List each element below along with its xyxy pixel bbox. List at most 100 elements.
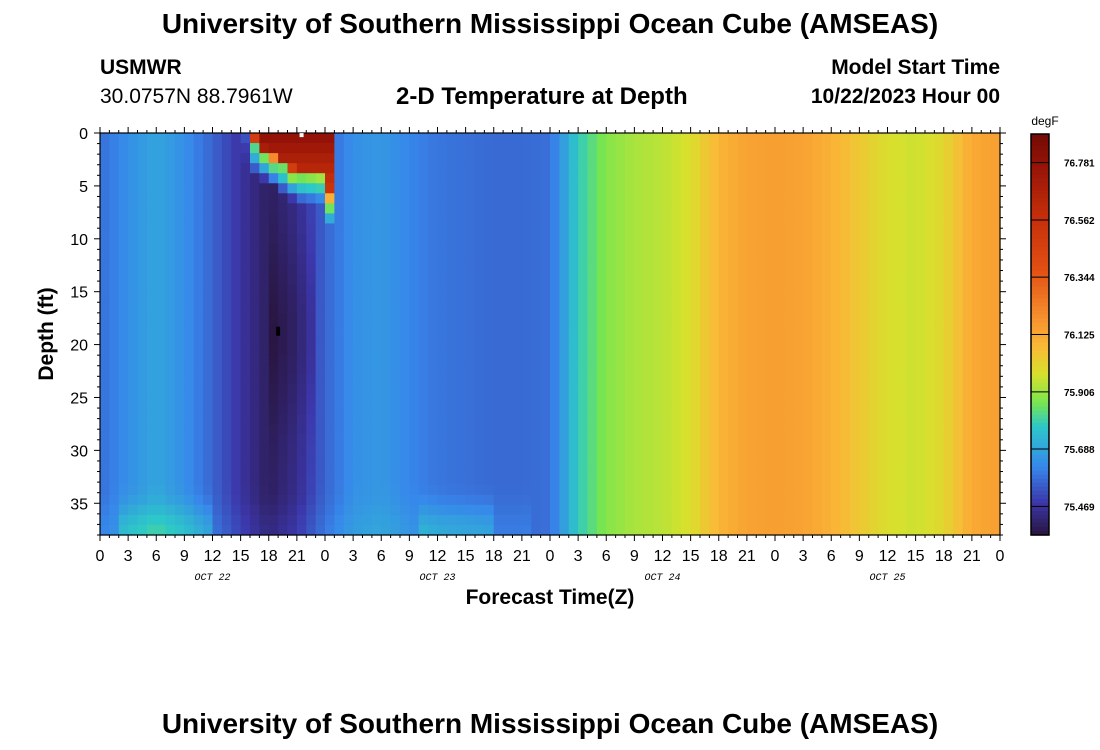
heatmap-cell [400, 344, 410, 355]
heatmap-cell [390, 454, 401, 466]
heatmap-cell [990, 183, 1001, 194]
heatmap-cell [268, 434, 279, 446]
heatmap-cell [128, 273, 139, 285]
heatmap-cell [596, 243, 607, 255]
heatmap-cell [681, 384, 692, 395]
heatmap-cell [653, 283, 664, 295]
heatmap-cell [803, 323, 814, 335]
heatmap-cell [812, 474, 823, 486]
heatmap-cell [259, 143, 270, 154]
heatmap-cell [634, 414, 645, 426]
heatmap-cell [540, 303, 551, 315]
heatmap-cell [981, 494, 992, 506]
heatmap-cell [203, 504, 214, 516]
heatmap-cell [746, 233, 757, 245]
heatmap-cell [578, 293, 589, 305]
heatmap-cell [428, 183, 439, 194]
heatmap-cell [765, 484, 776, 496]
heatmap-cell [831, 283, 842, 295]
heatmap-cell [700, 203, 710, 214]
heatmap-cell [146, 143, 157, 154]
heatmap-cell [943, 303, 954, 315]
heatmap-cell [971, 394, 982, 405]
heatmap-cell [521, 293, 532, 305]
heatmap-cell [700, 293, 710, 305]
heatmap-cell [559, 313, 570, 325]
colorbar-segment [1031, 494, 1049, 500]
heatmap-cell [625, 293, 635, 305]
heatmap-cell [493, 153, 504, 164]
heatmap-cell [700, 374, 710, 385]
heatmap-cell [700, 213, 710, 225]
heatmap-cell [812, 253, 823, 265]
x-tick-label: 9 [630, 548, 639, 565]
heatmap-cell [756, 253, 767, 265]
heatmap-cell [278, 434, 289, 446]
heatmap-cell [934, 223, 945, 235]
heatmap-cell [259, 133, 270, 144]
heatmap-cell [718, 414, 729, 426]
heatmap-cell [409, 514, 420, 526]
heatmap-cell [990, 223, 1001, 235]
heatmap-cell [653, 273, 664, 285]
heatmap-cell [643, 203, 654, 214]
heatmap-cell [859, 213, 870, 225]
heatmap-cell [418, 494, 429, 506]
heatmap-cell [690, 404, 701, 415]
heatmap-cell [700, 263, 710, 275]
heatmap-cell [503, 183, 514, 194]
heatmap-cell [634, 434, 645, 446]
heatmap-cell [700, 524, 710, 536]
heatmap-cell [212, 183, 223, 194]
heatmap-cell [559, 364, 570, 375]
heatmap-cell [690, 313, 701, 325]
colorbar-segment [1031, 422, 1049, 428]
heatmap-cell [859, 524, 870, 536]
heatmap-cell [325, 454, 335, 466]
heatmap-cell [878, 434, 889, 446]
heatmap-cell [634, 323, 645, 335]
heatmap-cell [531, 283, 542, 295]
heatmap-cell [240, 323, 251, 335]
heatmap-cell [503, 313, 514, 325]
heatmap-cell [371, 414, 382, 426]
heatmap-cell [325, 163, 335, 174]
heatmap-cell [606, 344, 617, 355]
heatmap-cell [146, 504, 157, 516]
heatmap-cell [746, 213, 757, 225]
heatmap-cell [259, 163, 270, 174]
heatmap-cell [793, 223, 804, 235]
heatmap-cell [418, 323, 429, 335]
heatmap-cell [259, 183, 270, 194]
heatmap-cell [859, 494, 870, 506]
heatmap-cell [643, 374, 654, 385]
heatmap-cell [484, 283, 495, 295]
heatmap-cell [484, 474, 495, 486]
heatmap-cell [118, 484, 129, 496]
heatmap-cell [390, 414, 401, 426]
heatmap-cell [231, 394, 242, 405]
heatmap-cell [550, 273, 560, 285]
heatmap-cell [278, 364, 289, 375]
heatmap-cell [859, 504, 870, 516]
heatmap-cell [531, 454, 542, 466]
heatmap-cell [690, 484, 701, 496]
heatmap-cell [325, 253, 335, 265]
heatmap-cell [381, 223, 392, 235]
heatmap-cell [887, 444, 898, 456]
heatmap-cell [681, 334, 692, 345]
heatmap-cell [915, 424, 926, 436]
heatmap-cell [953, 173, 964, 184]
heatmap-cell [784, 213, 795, 225]
heatmap-cell [878, 484, 889, 496]
heatmap-cell [100, 354, 110, 365]
heatmap-cell [268, 454, 279, 466]
heatmap-cell [934, 173, 945, 184]
colorbar-segment [1031, 334, 1049, 340]
heatmap-cell [934, 454, 945, 466]
heatmap-cell [671, 514, 682, 526]
heatmap-cell [765, 414, 776, 426]
heatmap-cell [118, 384, 129, 395]
heatmap-cell [596, 434, 607, 446]
heatmap-cell [915, 233, 926, 245]
